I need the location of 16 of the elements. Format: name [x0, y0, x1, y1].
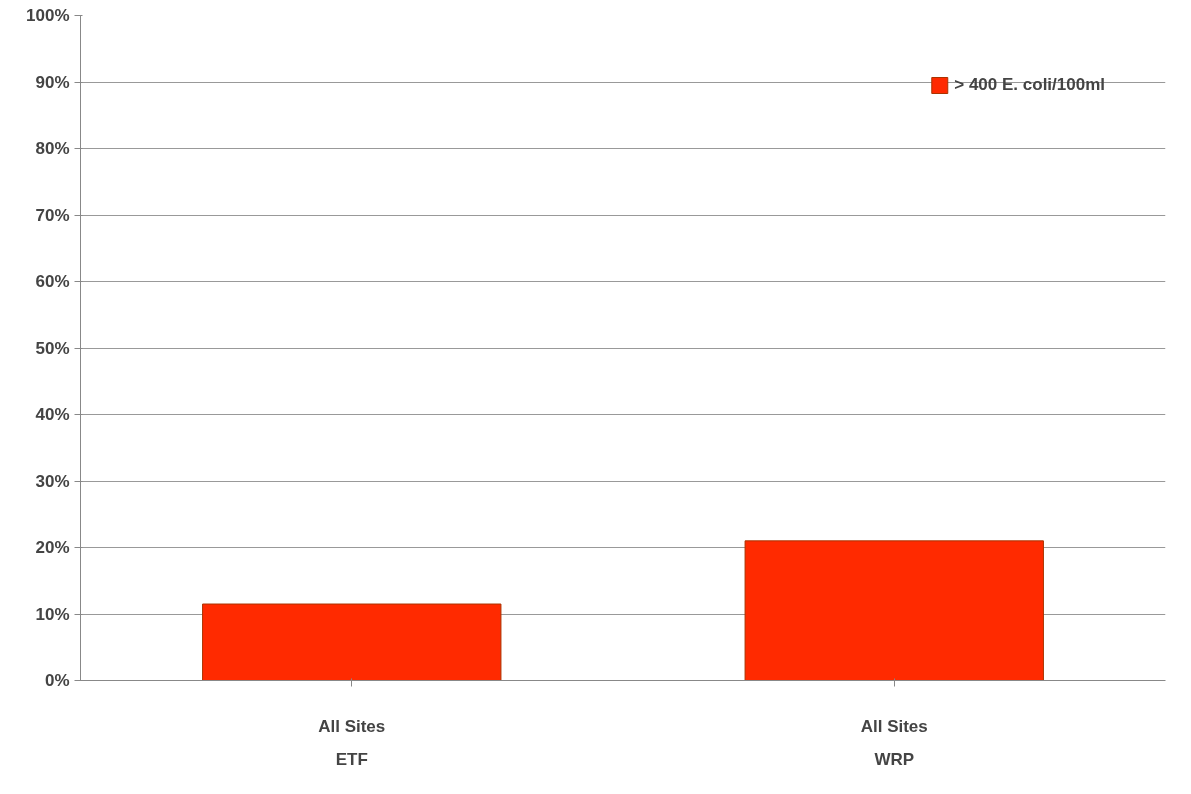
- y-tick-label: 50%: [35, 338, 70, 358]
- y-tick-label: 80%: [35, 139, 70, 158]
- y-tick-label: 20%: [35, 538, 70, 557]
- y-tick-label: 60%: [35, 272, 70, 291]
- y-tick-label: 100%: [26, 6, 70, 25]
- y-tick-label: 40%: [35, 405, 70, 424]
- x-tick-label: All Sites: [318, 716, 386, 736]
- text: WRP: [874, 749, 915, 769]
- y-tick-label: 90%: [35, 72, 70, 92]
- legend-label: > 400 E. coli/100ml: [954, 75, 1105, 95]
- text: ETF: [335, 749, 368, 769]
- y-tick-label: 30%: [35, 471, 70, 491]
- y-tick-label: 0%: [44, 671, 70, 690]
- y-tick-label: 10%: [35, 604, 70, 624]
- y-tick-label: 70%: [35, 205, 70, 225]
- x-tick-label: All Sites: [860, 716, 928, 736]
